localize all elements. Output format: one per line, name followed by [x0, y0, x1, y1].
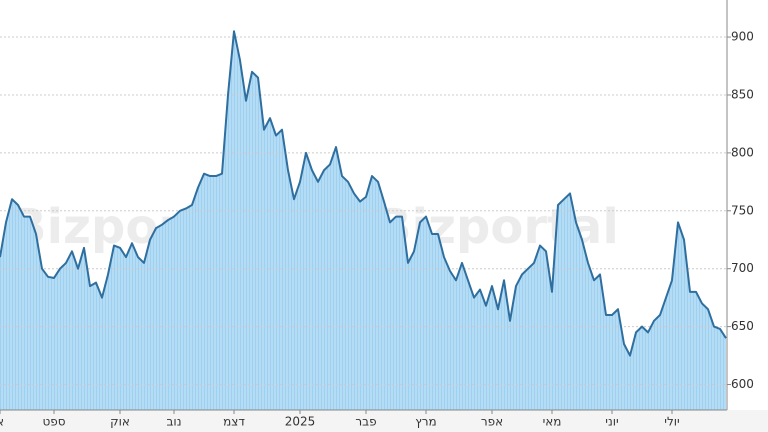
x-axis-band — [0, 410, 768, 432]
y-tick-label: 850 — [731, 87, 754, 101]
x-tick-label: 2025 — [285, 415, 316, 429]
x-tick-label: ספט — [42, 415, 65, 429]
x-tick-label: דצמ — [223, 415, 245, 429]
y-tick-label: 800 — [731, 145, 754, 159]
y-tick-label: 700 — [731, 261, 754, 275]
x-tick-label: נוב — [166, 415, 181, 429]
y-tick-label: 750 — [731, 203, 754, 217]
line — [0, 30, 727, 357]
x-tick-label: א — [0, 415, 4, 429]
x-tick-label: יולי — [664, 415, 679, 429]
x-tick-label: מרץ — [415, 415, 436, 429]
x-tick-label: אפר — [481, 415, 503, 429]
x-tick-label: פבר — [355, 415, 376, 429]
area — [0, 31, 726, 411]
y-tick-label: 900 — [731, 30, 754, 44]
x-tick-label: יוני — [605, 415, 618, 429]
y-tick-label: 600 — [731, 377, 754, 391]
x-tick-label: מאי — [543, 415, 562, 429]
x-tick-label: אוק — [110, 415, 130, 429]
y-tick-label: 650 — [731, 319, 754, 333]
